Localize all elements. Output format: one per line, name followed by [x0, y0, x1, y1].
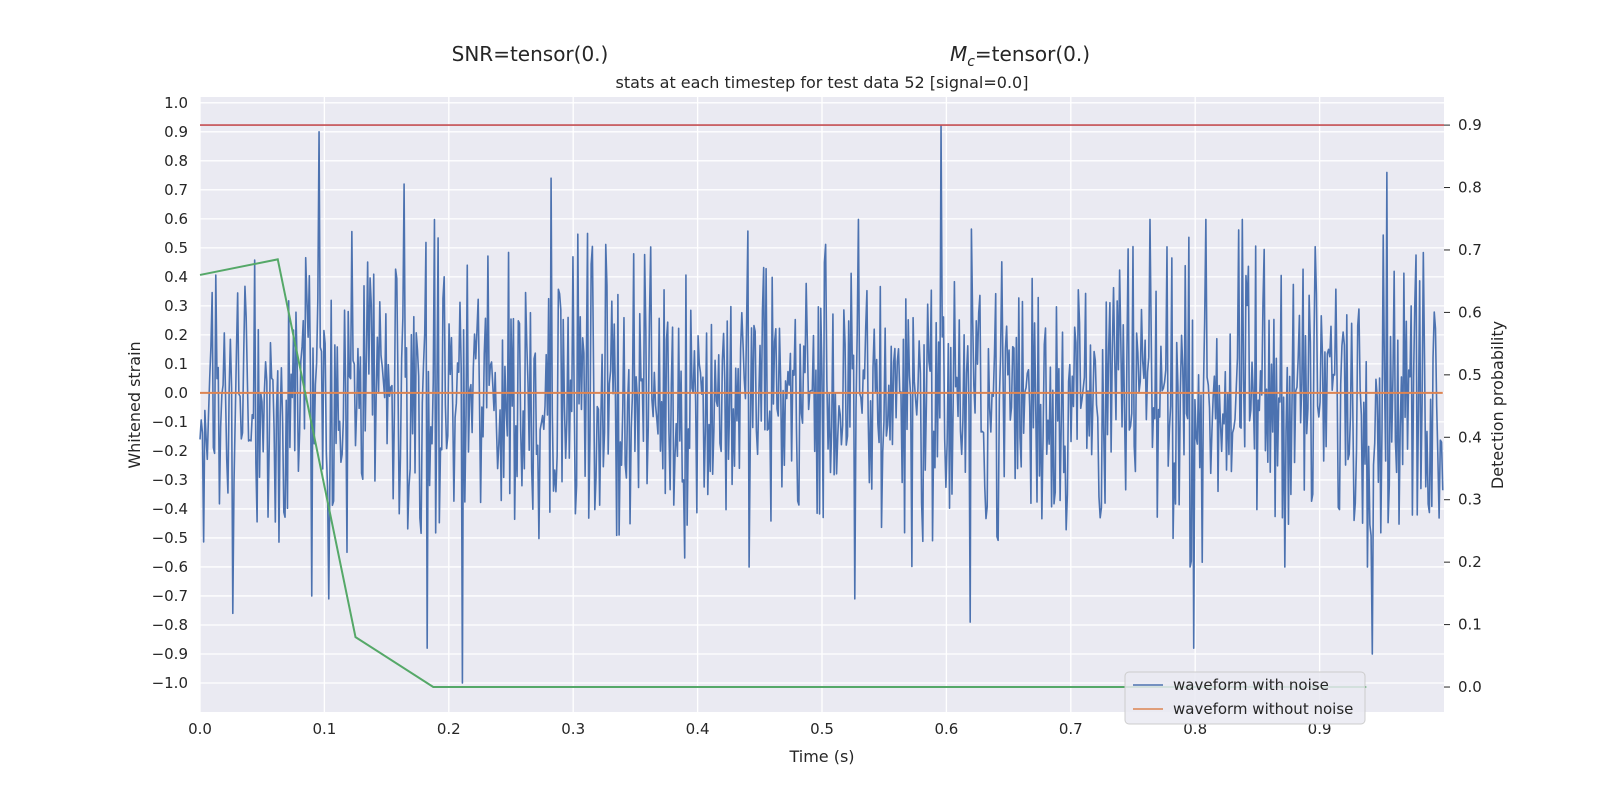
y2-tick-label: 0.9	[1458, 116, 1482, 134]
y2-tick-label: 0.0	[1458, 678, 1482, 696]
y-tick-label: −0.6	[152, 558, 188, 576]
y-tick-label: −0.8	[152, 616, 188, 634]
y2-tick-label: 0.8	[1458, 179, 1482, 197]
y-tick-label: −1.0	[152, 674, 188, 692]
x-tick-label: 0.1	[312, 720, 336, 738]
y-tick-label: 0.2	[164, 326, 188, 344]
y-tick-label: 0.4	[164, 268, 188, 286]
mc-subscript: c	[967, 54, 975, 70]
x-tick-label: 0.3	[561, 720, 585, 738]
snr-title: SNR=tensor(0.)	[452, 42, 609, 66]
x-axis-ticks: 0.0 0.1 0.2 0.3 0.4 0.5 0.6 0.7 0.8 0.9	[188, 720, 1331, 738]
x-tick-label: 0.7	[1059, 720, 1083, 738]
y2-tick-label: 0.5	[1458, 366, 1482, 384]
y2-axis-label: Detection probability	[1488, 321, 1507, 489]
legend-label-clean: waveform without noise	[1173, 700, 1353, 718]
y2-tick-label: 0.1	[1458, 616, 1482, 634]
x-tick-label: 0.0	[188, 720, 212, 738]
y-tick-label: −0.4	[152, 500, 188, 518]
x-axis-label: Time (s)	[788, 747, 854, 766]
y-axis-label: Whitened strain	[125, 341, 144, 468]
y2-tick-label: 0.3	[1458, 491, 1482, 509]
y-tick-label: −0.3	[152, 471, 188, 489]
y2-tick-label: 0.2	[1458, 553, 1482, 571]
chart-title: stats at each timestep for test data 52 …	[616, 73, 1029, 92]
mc-value: tensor(0.)	[992, 42, 1090, 66]
y-tick-label: 0.5	[164, 239, 188, 257]
mc-equals: =	[975, 42, 992, 66]
x-tick-label: 0.6	[934, 720, 958, 738]
series-waveform-with-noise	[199, 125, 1444, 684]
y-tick-label: 0.1	[164, 355, 188, 373]
y-tick-label: −0.1	[152, 413, 188, 431]
y-tick-label: 0.7	[164, 181, 188, 199]
y-tick-label: −0.2	[152, 442, 188, 460]
legend-box	[1124, 671, 1366, 725]
legend: waveform with noise waveform without noi…	[1124, 671, 1366, 725]
y-tick-label: 0.6	[164, 210, 188, 228]
y-tick-label: 0.0	[164, 384, 188, 402]
y2-tick-label: 0.7	[1458, 241, 1482, 259]
y-tick-label: −0.9	[152, 645, 188, 663]
mc-symbol: M	[950, 42, 967, 66]
mc-title: Mc=tensor(0.)	[950, 42, 1090, 70]
y-axis-ticks: 1.0 0.9 0.8 0.7 0.6 0.5 0.4 0.3 0.2 0.1 0.0 −0.1 −0.…	[152, 94, 188, 692]
x-tick-label: 0.5	[810, 720, 834, 738]
y-tick-label: 0.9	[164, 123, 188, 141]
x-tick-label: 0.2	[437, 720, 461, 738]
y-tick-label: −0.5	[152, 529, 188, 547]
y-tick-label: 1.0	[164, 94, 188, 112]
y-tick-label: 0.3	[164, 297, 188, 315]
y2-tick-label: 0.6	[1458, 303, 1482, 321]
x-tick-label: 0.4	[686, 720, 710, 738]
y2-tick-label: 0.4	[1458, 428, 1482, 446]
y2-axis-ticks: 0.9 0.8 0.7 0.6 0.5 0.4 0.3 0.2 0.1 0.0	[1444, 116, 1482, 696]
legend-label-noise: waveform with noise	[1173, 676, 1329, 694]
y-tick-label: −0.7	[152, 587, 188, 605]
y-tick-label: 0.8	[164, 152, 188, 170]
